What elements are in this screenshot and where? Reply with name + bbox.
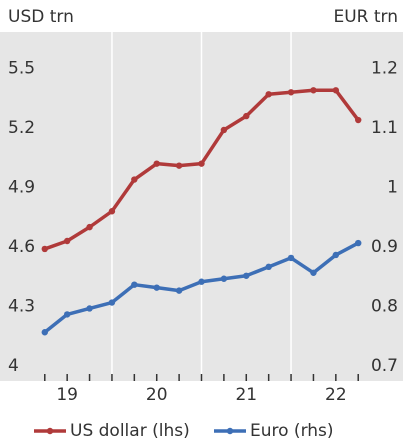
y2-tick-label: 1.1 bbox=[371, 118, 398, 138]
legend-marker bbox=[46, 427, 54, 435]
data-point bbox=[265, 91, 272, 98]
data-point bbox=[63, 311, 71, 318]
y-axis-label: USD trn bbox=[8, 7, 74, 27]
x-tick-label: 22 bbox=[325, 385, 347, 405]
data-point bbox=[332, 87, 340, 94]
data-point bbox=[265, 263, 272, 271]
y-tick-label: 4.6 bbox=[8, 237, 35, 257]
data-point bbox=[310, 269, 317, 276]
data-point bbox=[175, 287, 183, 294]
y-tick-label: 5.5 bbox=[8, 58, 35, 78]
data-point bbox=[355, 239, 362, 247]
y2-tick-label: 0.8 bbox=[371, 296, 398, 316]
data-point bbox=[108, 208, 116, 215]
y-tick-label: 4.3 bbox=[8, 296, 35, 316]
data-point bbox=[243, 272, 250, 279]
data-point bbox=[287, 89, 295, 96]
data-point bbox=[175, 162, 183, 169]
y2-tick-label: 0.7 bbox=[371, 356, 398, 376]
data-point bbox=[41, 329, 48, 336]
y2-tick-label: 1 bbox=[387, 178, 398, 198]
x-tick-label: 21 bbox=[235, 385, 257, 405]
x-tick-label: 19 bbox=[56, 385, 78, 405]
data-point bbox=[220, 275, 228, 282]
data-point bbox=[153, 160, 160, 167]
legend-label: US dollar (lhs) bbox=[70, 421, 190, 441]
data-point bbox=[198, 278, 205, 285]
data-point bbox=[108, 299, 116, 306]
data-point bbox=[220, 126, 228, 134]
data-point bbox=[310, 87, 317, 94]
data-point bbox=[131, 176, 138, 183]
y2-tick-label: 1.2 bbox=[371, 59, 398, 79]
legend-label: Euro (rhs) bbox=[250, 421, 334, 441]
data-point bbox=[63, 237, 71, 245]
legend-marker bbox=[226, 427, 234, 435]
y-tick-label: 4.9 bbox=[8, 177, 35, 197]
data-point bbox=[355, 116, 362, 124]
y2-tick-label: 0.9 bbox=[371, 237, 398, 257]
data-point bbox=[86, 223, 93, 231]
data-point bbox=[86, 305, 93, 312]
y-tick-label: 5.2 bbox=[8, 118, 35, 138]
data-point bbox=[198, 160, 205, 167]
data-point bbox=[243, 112, 250, 120]
y-tick-label: 4 bbox=[8, 356, 19, 376]
x-tick-label: 20 bbox=[146, 385, 168, 405]
data-point bbox=[332, 251, 340, 259]
data-point bbox=[41, 245, 48, 253]
data-point bbox=[131, 281, 138, 288]
y2-axis-label: EUR trn bbox=[333, 7, 398, 27]
data-point bbox=[287, 254, 295, 262]
data-point bbox=[153, 284, 160, 291]
